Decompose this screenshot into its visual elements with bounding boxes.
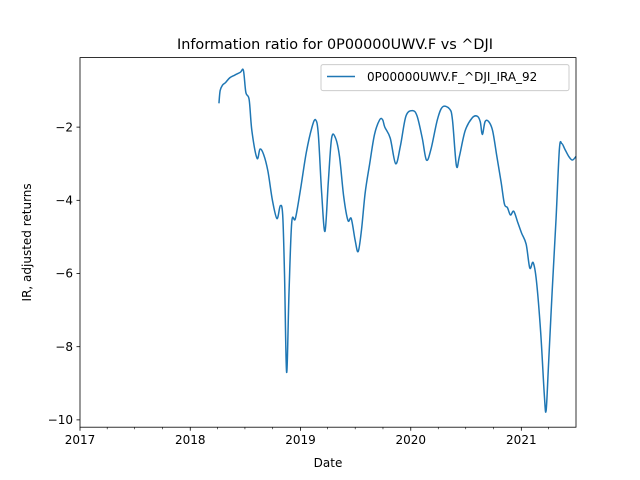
x-tick-label: 2017	[65, 433, 96, 447]
x-tick-label: 2018	[175, 433, 206, 447]
y-tick-label: −10	[48, 413, 73, 427]
y-tick-label: −4	[55, 194, 73, 208]
y-axis-label: IR, adjusted returns	[20, 183, 34, 301]
y-tick-label: −6	[55, 267, 73, 281]
y-axis: −2 −4 −6 −8 −10	[48, 120, 80, 427]
x-tick-label: 2020	[395, 433, 426, 447]
x-tick-label: 2021	[506, 433, 537, 447]
legend: 0P00000UWV.F_^DJI_IRA_92	[320, 64, 570, 92]
legend-label: 0P00000UWV.F_^DJI_IRA_92	[367, 70, 537, 84]
y-tick-label: −2	[55, 120, 73, 134]
plot-frame	[79, 57, 577, 428]
y-tick-label: −8	[55, 340, 73, 354]
x-axis-label: Date	[314, 456, 343, 470]
series-line	[218, 68, 577, 413]
chart-title: Information ratio for 0P00000UWV.F vs ^D…	[177, 37, 493, 53]
plot-area	[218, 68, 577, 413]
legend-box	[320, 64, 570, 92]
x-axis: 2017 2018 2019 2020 2021	[65, 427, 549, 447]
x-tick-label: 2019	[285, 433, 316, 447]
